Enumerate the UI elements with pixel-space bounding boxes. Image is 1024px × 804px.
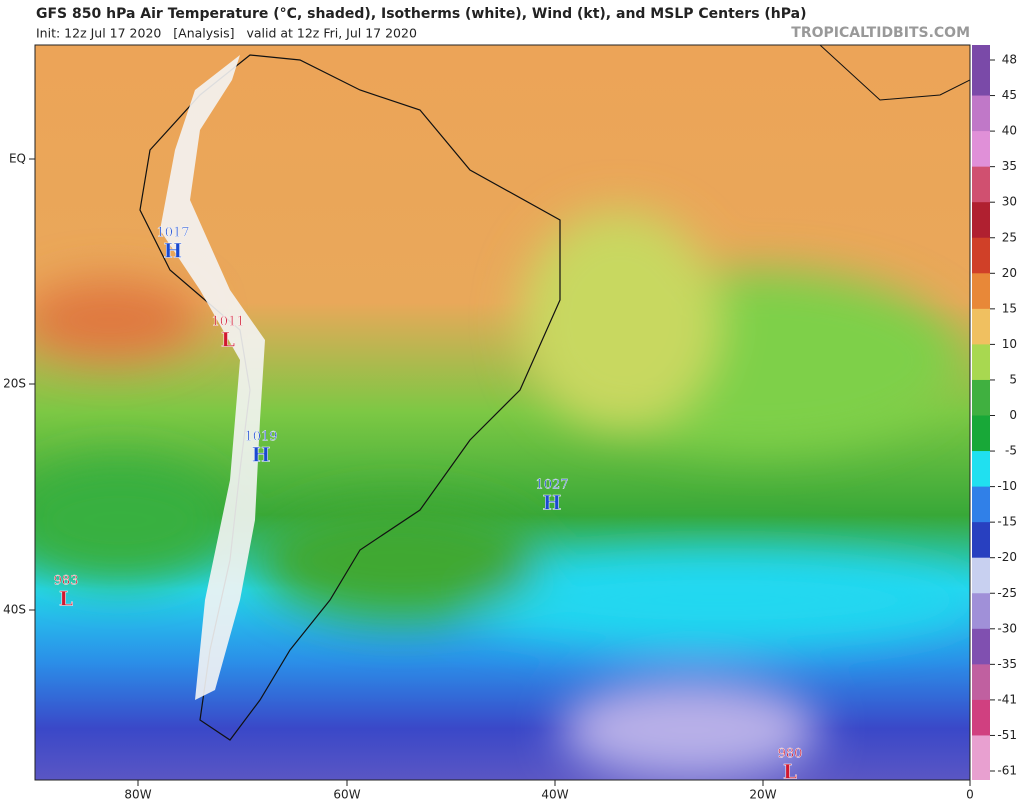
colorbar-band: [972, 699, 990, 736]
map-frame: [34, 44, 971, 781]
colorbar-band: [972, 131, 990, 168]
colorbar-band: [972, 273, 990, 310]
colorbar-band: [972, 202, 990, 239]
colorbar-label: 48: [1002, 53, 1017, 67]
colorbar-label: 30: [1002, 195, 1017, 209]
colorbar-label: 40: [1002, 124, 1017, 138]
colorbar-label: -15: [997, 515, 1017, 529]
colorbar-label: 0: [1009, 408, 1017, 422]
colorbar-label: -41: [997, 692, 1017, 706]
lon-label: 80W: [124, 788, 151, 801]
colorbar-label: 5: [1009, 372, 1017, 386]
colorbar-cap: [972, 771, 990, 780]
lat-label: 20S: [3, 377, 26, 391]
colorbar-label: -61: [997, 764, 1017, 778]
colorbar-band: [972, 522, 990, 559]
map-field: [35, 45, 970, 780]
colorbar-label: 20: [1002, 266, 1017, 280]
center-pressure: 1027: [535, 478, 568, 493]
lon-label: 60W: [333, 788, 360, 801]
colorbar-label: -20: [997, 550, 1017, 564]
colorbar-band: [972, 557, 990, 594]
lat-label: EQ: [9, 152, 26, 166]
colorbar-band: [972, 628, 990, 665]
center-type: L: [783, 760, 797, 784]
center-type: L: [221, 328, 235, 352]
colorbar-band: [972, 593, 990, 630]
colorbar-label: -30: [997, 621, 1017, 635]
center-type: H: [252, 443, 271, 467]
colorbar-band: [972, 379, 990, 416]
subtitle: Init: 12z Jul 17 2020 [Analysis] valid a…: [36, 26, 417, 41]
colorbar-cap: [972, 45, 990, 60]
colorbar-band: [972, 415, 990, 452]
center-pressure: 1011: [211, 315, 244, 330]
colorbar-label: -35: [997, 657, 1017, 671]
colorbar-label: -10: [997, 479, 1017, 493]
title: GFS 850 hPa Air Temperature (°C, shaded)…: [36, 6, 807, 22]
lat-label: 40S: [3, 603, 26, 617]
center-pressure: 1017: [156, 226, 189, 241]
lon-label: 0: [966, 788, 974, 801]
center-pressure: 980: [778, 747, 803, 762]
colorbar-label: 15: [1002, 301, 1017, 315]
center-type: H: [164, 239, 183, 263]
colorbar-band: [972, 60, 990, 97]
colorbar-label: -5: [1005, 444, 1017, 458]
center-type: L: [59, 587, 73, 611]
credit: TROPICALTIDBITS.COM: [791, 25, 970, 41]
colorbar-label: 45: [1002, 88, 1017, 102]
colorbar-label: 10: [1002, 337, 1017, 351]
colorbar-band: [972, 735, 990, 772]
colorbar-label: -25: [997, 586, 1017, 600]
lon-label: 20W: [749, 788, 776, 801]
lon-label: 40W: [541, 788, 568, 801]
colorbar-band: [972, 486, 990, 523]
colorbar-band: [972, 344, 990, 381]
colorbar-band: [972, 664, 990, 701]
colorbar-band: [972, 451, 990, 488]
center-pressure: 983: [54, 574, 79, 589]
center-type: H: [543, 491, 562, 515]
colorbar-label: 35: [1002, 159, 1017, 173]
colorbar: 48 45 40 35 30 25 20 15 10 5 0 -5 -10 -15 -20 -25 -30 -35…: [972, 45, 1017, 780]
colorbar-label: 25: [1002, 230, 1017, 244]
center-pressure: 1019: [244, 430, 277, 445]
colorbar-band: [972, 95, 990, 132]
colorbar-band: [972, 308, 990, 345]
colorbar-label: -51: [997, 728, 1017, 742]
colorbar-band: [972, 237, 990, 274]
colorbar-band: [972, 166, 990, 203]
